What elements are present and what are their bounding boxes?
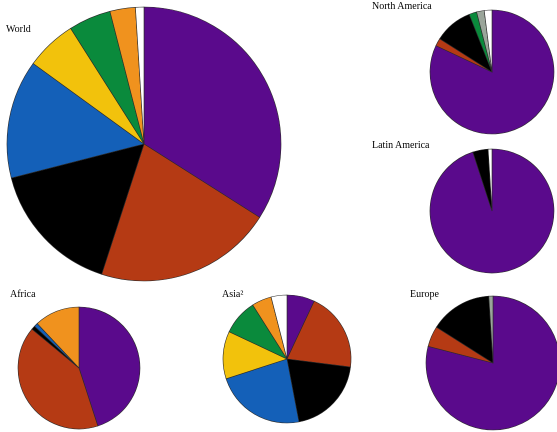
pie-world [6,6,282,282]
pie-title-north-america: North America [372,1,432,12]
pie-europe-slice-black [436,295,494,364]
pie-world-slice-rust [101,143,261,282]
pie-africa-slice-orange [36,306,80,369]
pie-north-america [429,9,555,135]
pie-asia-slice-white [270,294,288,360]
pie-world-slice-blue [6,63,145,179]
pie-world-slice-white [135,6,145,145]
pie-world-slice-purple [143,6,282,218]
pie-asia-slice-blue [225,358,300,424]
pie-asia-slice-black [286,358,351,423]
pie-latin-america-slice-white [487,148,493,212]
pie-asia-slice-rust [286,300,352,368]
pie-title-europe: Europe [410,289,439,300]
pie-title-asia: Asia² [222,289,243,300]
pie-europe-slice-purple [425,295,557,431]
pie-africa-slice-purple [78,306,141,427]
pie-latin-america [429,148,555,274]
pie-asia [222,294,352,424]
pie-africa-slice-rust [17,328,99,430]
pie-world-slice-black [10,143,145,275]
pie-north-america-slice-white [483,9,493,73]
pie-title-africa: Africa [10,289,36,300]
pie-europe [425,295,557,431]
pie-europe-slice-gray [488,295,494,364]
pie-africa [17,306,141,430]
pie-title-world: World [6,24,31,35]
pie-title-latin-america: Latin America [372,140,430,151]
